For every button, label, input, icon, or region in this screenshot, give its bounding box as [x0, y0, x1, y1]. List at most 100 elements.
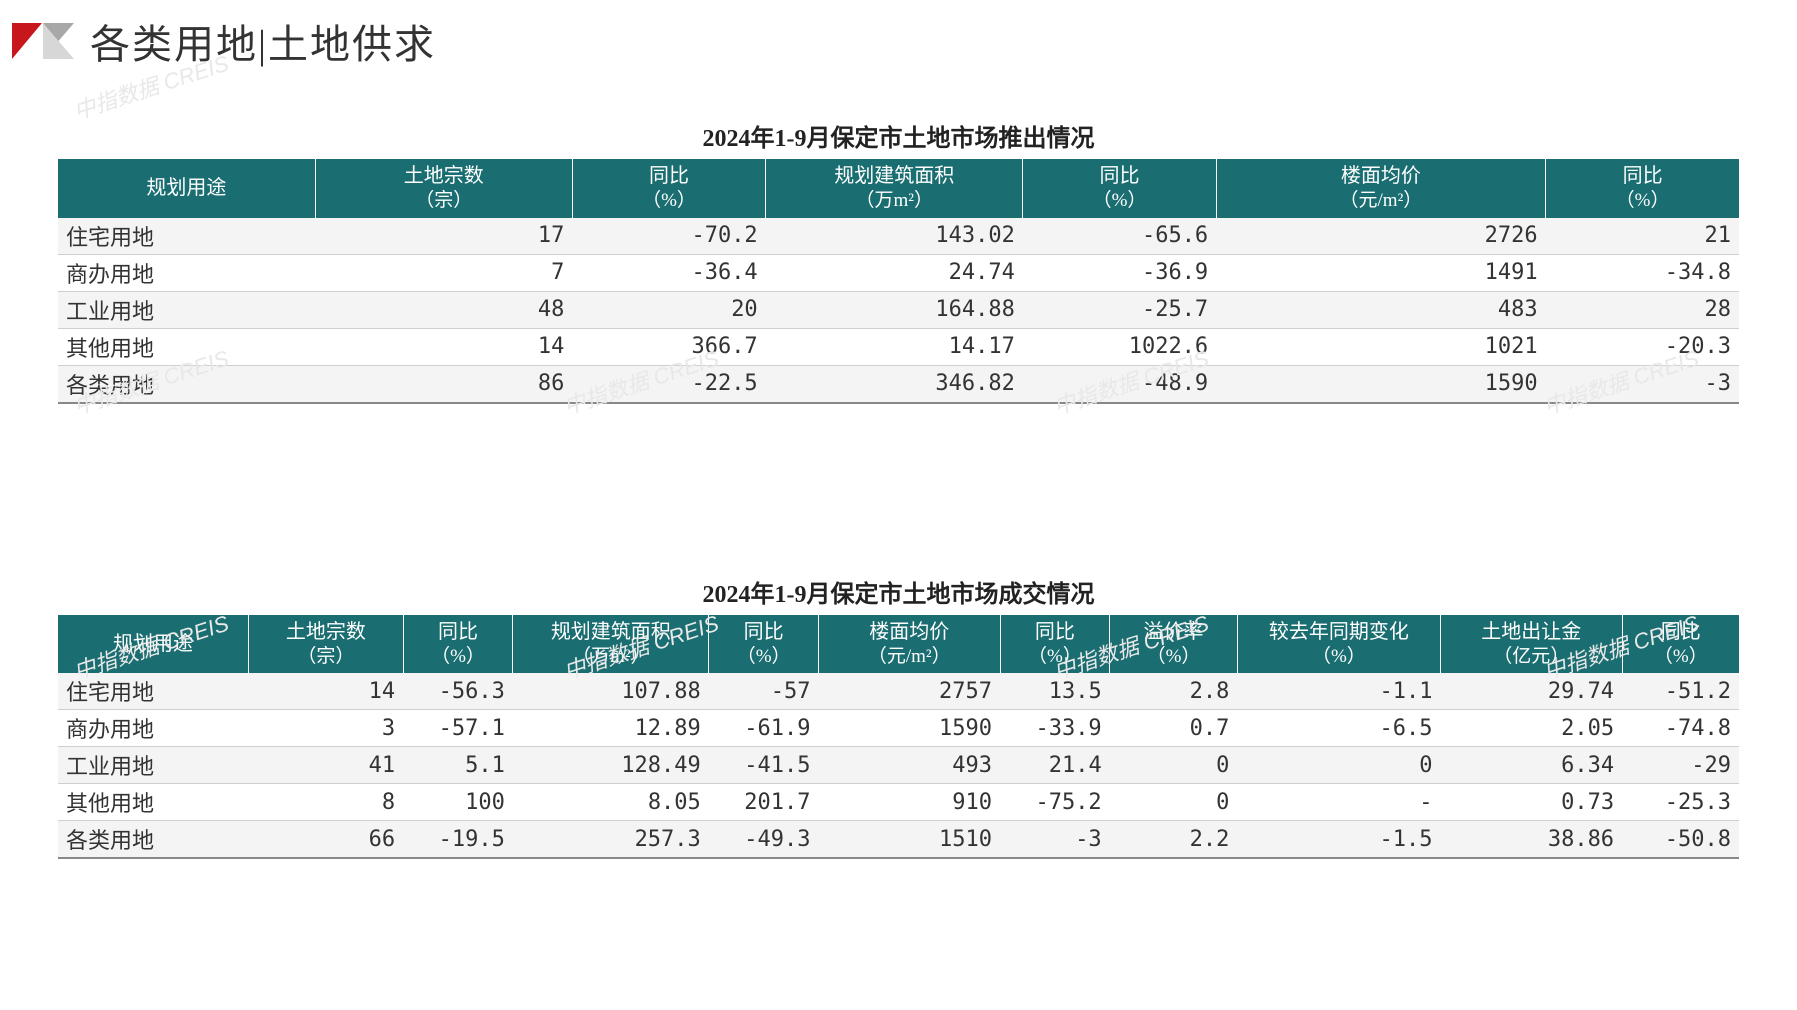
category-cell: 其他用地 — [58, 784, 249, 821]
data-cell: 201.7 — [709, 784, 819, 821]
data-cell: -19.5 — [403, 821, 513, 859]
data-cell: 1491 — [1216, 254, 1545, 291]
table-header-cell: 同比（%） — [1622, 615, 1739, 674]
header-label: 同比 — [1035, 621, 1075, 643]
data-cell: 164.88 — [766, 291, 1023, 328]
data-cell: -50.8 — [1622, 821, 1739, 859]
header-label: 同比 — [438, 621, 478, 643]
table-row: 其他用地81008.05201.7910-75.20-0.73-25.3 — [58, 784, 1739, 821]
table-header-cell: 溢价率（%） — [1110, 615, 1238, 674]
table1-title: 2024年1-9月保定市土地市场推出情况 — [58, 118, 1739, 153]
data-cell: -36.9 — [1023, 254, 1216, 291]
table-row: 工业用地415.1128.49-41.549321.4006.34-29 — [58, 747, 1739, 784]
data-cell: 38.86 — [1440, 821, 1622, 859]
header-label: 同比 — [1661, 621, 1701, 643]
data-cell: -41.5 — [709, 747, 819, 784]
data-cell: 0.73 — [1440, 784, 1622, 821]
header-sublabel: （亿元） — [1441, 645, 1622, 670]
header-sublabel: （%） — [1001, 645, 1110, 670]
header-sublabel: （宗） — [249, 645, 403, 670]
data-cell: 86 — [315, 365, 572, 403]
data-cell: 6.34 — [1440, 747, 1622, 784]
category-cell: 商办用地 — [58, 710, 249, 747]
table-header-cell: 土地宗数（宗） — [249, 615, 404, 674]
header-sublabel: （%） — [404, 645, 513, 670]
data-cell: 0 — [1110, 747, 1238, 784]
header-label: 楼面均价 — [869, 621, 949, 643]
data-cell: -25.7 — [1023, 291, 1216, 328]
data-cell: -34.8 — [1546, 254, 1739, 291]
data-cell: -65.6 — [1023, 218, 1216, 255]
data-cell: 8.05 — [513, 784, 709, 821]
logo-icon — [12, 23, 74, 59]
data-cell: -57 — [709, 673, 819, 710]
header-sublabel: （%） — [1023, 189, 1215, 214]
data-cell: 3 — [249, 710, 404, 747]
table-header-cell: 较去年同期变化（%） — [1237, 615, 1440, 674]
table-header-cell: 规划建筑面积（万m²） — [513, 615, 709, 674]
data-cell: -1.5 — [1237, 821, 1440, 859]
data-cell: -25.3 — [1622, 784, 1739, 821]
header-label: 同比 — [1100, 165, 1140, 187]
data-cell: 100 — [403, 784, 513, 821]
data-cell: 2726 — [1216, 218, 1545, 255]
header-label: 楼面均价 — [1341, 165, 1421, 187]
header-label: 土地出让金 — [1481, 621, 1581, 643]
data-cell: 5.1 — [403, 747, 513, 784]
data-cell: 29.74 — [1440, 673, 1622, 710]
header-sublabel: （万m²） — [766, 189, 1022, 214]
data-cell: 8 — [249, 784, 404, 821]
title-prefix: 各类用地 — [90, 22, 258, 67]
data-cell: - — [1237, 784, 1440, 821]
data-cell: -75.2 — [1000, 784, 1110, 821]
header-label: 同比 — [744, 621, 784, 643]
data-cell: -51.2 — [1622, 673, 1739, 710]
category-cell: 各类用地 — [58, 365, 315, 403]
data-cell: 2757 — [818, 673, 1000, 710]
table-header-cell: 同比（%） — [572, 159, 765, 218]
header-label: 同比 — [1623, 165, 1663, 187]
table-header-cell: 规划建筑面积（万m²） — [766, 159, 1023, 218]
data-cell: 366.7 — [572, 328, 765, 365]
header-sublabel: （%） — [709, 645, 818, 670]
table-header-cell: 土地出让金（亿元） — [1440, 615, 1622, 674]
data-cell: 17 — [315, 218, 572, 255]
table-header-cell: 规划用途 — [58, 159, 315, 218]
category-cell: 各类用地 — [58, 821, 249, 859]
data-cell: 48 — [315, 291, 572, 328]
data-cell: -1.1 — [1237, 673, 1440, 710]
header-sublabel: （%） — [1546, 189, 1739, 214]
table-header-cell: 同比（%） — [709, 615, 819, 674]
header-sublabel: （%） — [1110, 645, 1237, 670]
data-cell: -6.5 — [1237, 710, 1440, 747]
data-cell: -70.2 — [572, 218, 765, 255]
data-cell: 21 — [1546, 218, 1739, 255]
data-cell: -3 — [1546, 365, 1739, 403]
table2: 规划用途土地宗数（宗）同比（%）规划建筑面积（万m²）同比（%）楼面均价（元/m… — [58, 615, 1739, 860]
header-label: 同比 — [649, 165, 689, 187]
data-cell: 13.5 — [1000, 673, 1110, 710]
page-title: 各类用地|土地供求 — [90, 12, 436, 70]
data-cell: 41 — [249, 747, 404, 784]
data-cell: 1021 — [1216, 328, 1545, 365]
data-cell: 910 — [818, 784, 1000, 821]
data-cell: -3 — [1000, 821, 1110, 859]
data-cell: 21.4 — [1000, 747, 1110, 784]
table-row: 各类用地66-19.5257.3-49.31510-32.2-1.538.86-… — [58, 821, 1739, 859]
header: 各类用地|土地供求 — [0, 0, 1797, 70]
header-label: 规划用途 — [113, 633, 193, 655]
table-row: 住宅用地17-70.2143.02-65.6272621 — [58, 218, 1739, 255]
data-cell: 7 — [315, 254, 572, 291]
data-cell: 66 — [249, 821, 404, 859]
category-cell: 商办用地 — [58, 254, 315, 291]
data-cell: -56.3 — [403, 673, 513, 710]
table-row: 各类用地86-22.5346.82-48.91590-3 — [58, 365, 1739, 403]
data-cell: -22.5 — [572, 365, 765, 403]
header-label: 土地宗数 — [404, 165, 484, 187]
data-cell: 0 — [1110, 784, 1238, 821]
table-row: 商办用地3-57.112.89-61.91590-33.90.7-6.52.05… — [58, 710, 1739, 747]
table1: 规划用途土地宗数（宗）同比（%）规划建筑面积（万m²）同比（%）楼面均价（元/m… — [58, 159, 1739, 404]
data-cell: 1510 — [818, 821, 1000, 859]
data-cell: 2.2 — [1110, 821, 1238, 859]
data-cell: 143.02 — [766, 218, 1023, 255]
